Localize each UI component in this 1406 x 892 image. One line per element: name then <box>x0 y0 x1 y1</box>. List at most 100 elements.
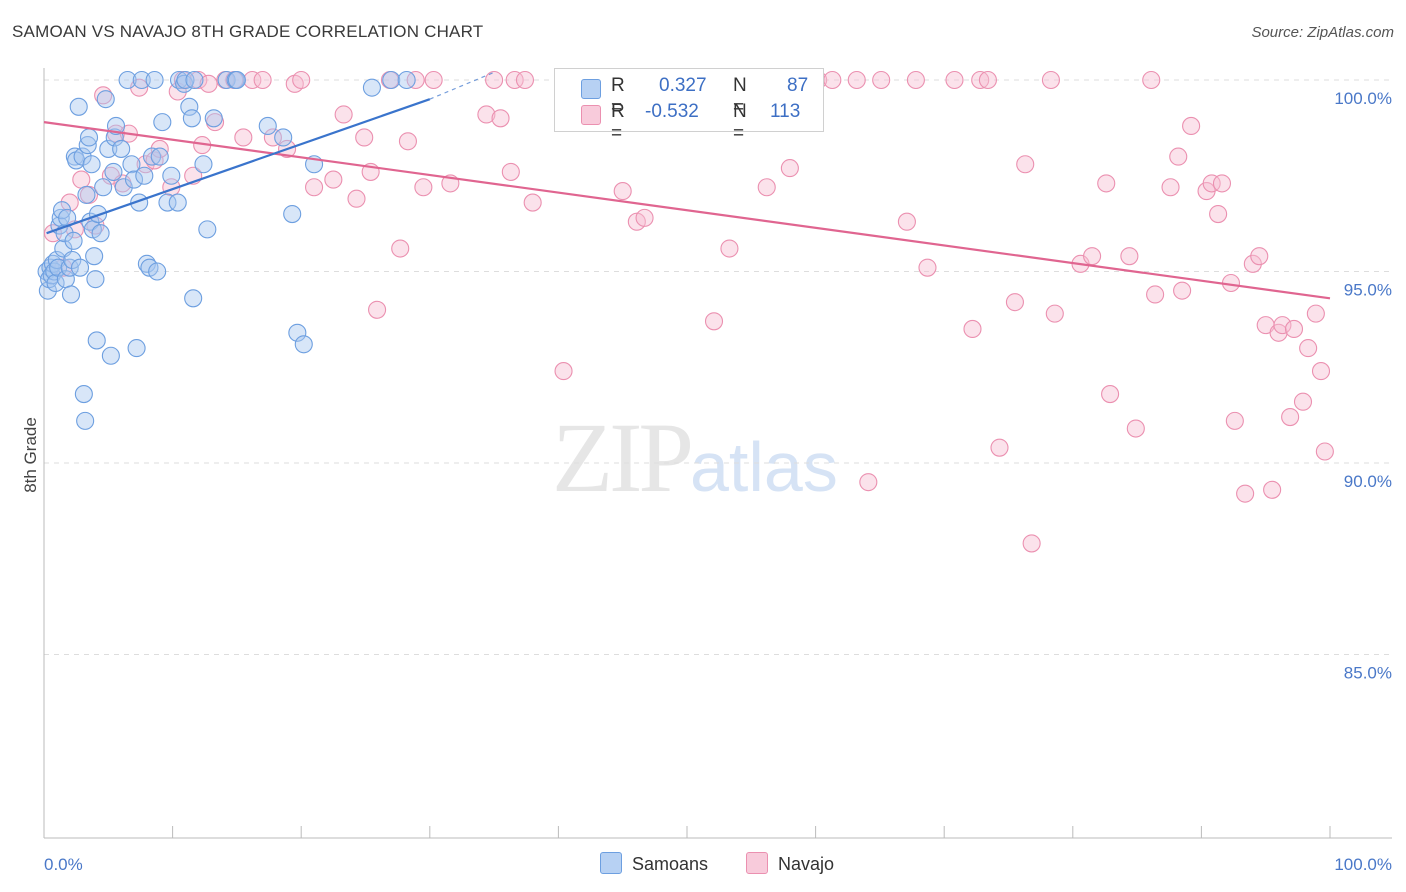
legend-n-value: 113 <box>770 101 801 122</box>
navajo-point <box>515 70 535 90</box>
watermark-zip: ZIP <box>552 402 694 513</box>
navajo-point <box>897 212 916 231</box>
navajo-point <box>1236 484 1255 503</box>
navajo-point <box>505 70 524 90</box>
navajo-point <box>945 70 964 90</box>
navajo-point <box>477 105 496 124</box>
navajo-point <box>1097 174 1116 193</box>
navajo-point <box>1250 247 1269 266</box>
legend-r-label: R = <box>611 101 625 144</box>
navajo-point <box>859 473 878 492</box>
navajo-point <box>1083 247 1102 266</box>
samoans-point <box>99 139 118 158</box>
navajo-point <box>1306 304 1325 323</box>
samoans-point <box>294 335 313 354</box>
navajo-point <box>906 70 925 90</box>
samoans-point <box>118 70 137 90</box>
navajo-points <box>43 70 1334 553</box>
correlation-legend: R = 0.327 N = 87 R = -0.532 N = 113 <box>554 68 824 144</box>
samoans-point <box>185 70 204 90</box>
axes <box>43 68 1392 839</box>
navajo-point <box>1273 316 1292 335</box>
navajo-point <box>1293 392 1313 411</box>
samoans-point <box>184 289 203 308</box>
samoans-point <box>382 70 401 90</box>
navajo-point <box>780 159 799 178</box>
samoans-trend-extension <box>429 71 495 100</box>
navajo-point <box>635 208 654 227</box>
samoans-point <box>122 155 141 174</box>
y-tick-label: 85.0% <box>1344 664 1392 683</box>
samoans-point <box>162 166 181 185</box>
navajo-point <box>1299 339 1318 358</box>
samoans-point <box>101 346 120 365</box>
y-tick-label: 100.0% <box>1334 89 1392 108</box>
samoans-point <box>64 231 83 250</box>
samoans-point <box>288 323 307 342</box>
navajo-point <box>324 170 343 189</box>
samoans-point <box>168 193 187 212</box>
bottom-legend-samoans: Samoans <box>600 852 708 875</box>
navajo-point <box>1120 247 1139 266</box>
navajo-point <box>1225 411 1244 430</box>
navajo-point <box>1016 155 1035 174</box>
navajo-swatch <box>581 105 601 125</box>
navajo-point <box>1281 407 1300 427</box>
navajo-point <box>414 178 433 197</box>
navajo-point <box>501 162 520 181</box>
y-tick-label: 90.0% <box>1344 472 1392 491</box>
navajo-point <box>1126 419 1145 438</box>
navajo-point <box>1182 116 1201 136</box>
navajo-point <box>1311 362 1331 381</box>
x-tick-label: 100.0% <box>1334 855 1392 874</box>
samoans-point <box>38 281 57 300</box>
navajo-point <box>613 182 632 201</box>
legend-r-label: R = <box>611 75 625 118</box>
navajo-legend-swatch <box>746 852 768 874</box>
navajo-point <box>823 70 842 90</box>
navajo-point <box>368 300 387 319</box>
navajo-point <box>847 70 866 90</box>
samoans-point <box>114 178 133 197</box>
navajo-point <box>1169 147 1188 166</box>
samoans-point <box>142 147 162 166</box>
samoans-point <box>148 262 167 281</box>
samoans-point <box>227 70 246 90</box>
samoans-point <box>135 166 154 185</box>
navajo-point <box>253 70 272 90</box>
samoans-point <box>283 205 302 224</box>
samoans-point <box>77 185 96 204</box>
navajo-point <box>554 362 573 381</box>
navajo-point <box>963 319 982 339</box>
samoans-point <box>124 170 144 189</box>
navajo-point <box>1202 174 1221 193</box>
navajo-point <box>305 178 324 197</box>
navajo-point <box>292 70 311 90</box>
navajo-point <box>1146 285 1165 304</box>
samoans-point <box>70 258 90 277</box>
navajo-point <box>1142 70 1161 90</box>
navajo-point <box>1284 319 1304 339</box>
samoans-point <box>204 109 223 128</box>
samoans-point <box>69 97 88 116</box>
navajo-point <box>971 70 990 90</box>
samoans-point <box>79 128 99 147</box>
chart-title: SAMOAN VS NAVAJO 8TH GRADE CORRELATION C… <box>12 22 484 41</box>
samoans-point <box>63 250 82 270</box>
navajo-point <box>704 312 724 331</box>
samoans-legend-label: Samoans <box>632 854 709 874</box>
y-tick-label: 95.0% <box>1344 281 1392 300</box>
navajo-point <box>720 239 739 258</box>
navajo-point <box>263 128 282 147</box>
navajo-point <box>1263 480 1282 499</box>
samoans-swatch <box>581 79 601 99</box>
samoans-point <box>182 109 201 128</box>
samoans-point <box>61 285 81 304</box>
legend-r-value: 0.327 <box>659 75 707 96</box>
navajo-point <box>757 178 776 197</box>
navajo-point <box>1041 70 1060 90</box>
samoans-point <box>274 128 293 147</box>
samoans-point <box>112 139 131 158</box>
bottom-legend-navajo: Navajo <box>746 852 834 875</box>
